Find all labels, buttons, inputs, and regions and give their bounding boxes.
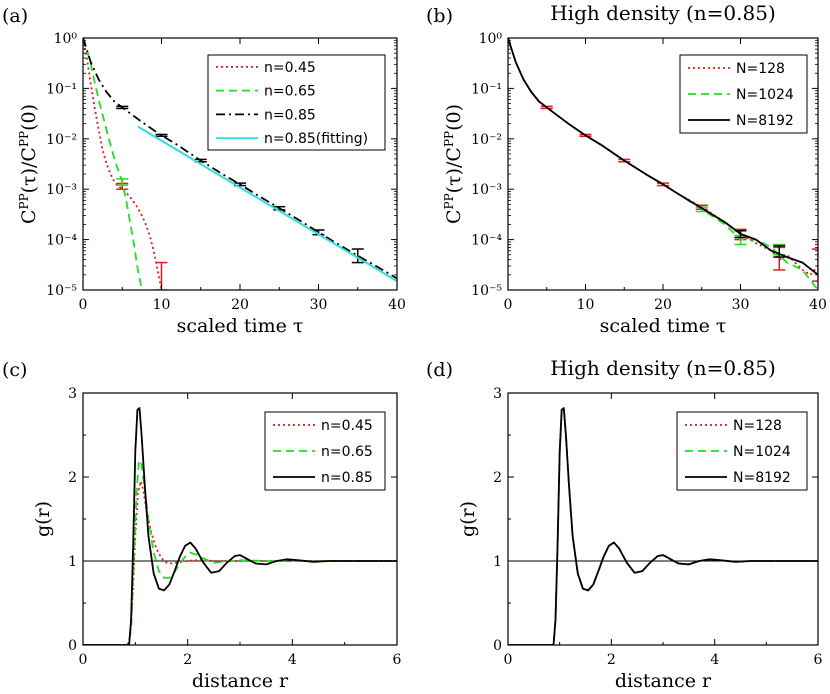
legend: n=0.45 n=0.65 n=0.85 [264,411,386,491]
x-tick-label: 30 [310,297,328,313]
panel-label: (a) [2,5,28,27]
y-tick-label: 10⁻³ [471,182,502,198]
legend-entry: n=0.85 [264,107,316,123]
legend-entry: n=0.45 [321,418,373,434]
legend: N=128 N=1024 N=8192 [676,411,808,491]
error-bar [773,245,786,258]
legend: N=128 N=1024 N=8192 [679,54,808,134]
series-group [508,407,818,645]
x-axis-label: scaled time τ [177,315,304,337]
y-axis-label: CPP(τ)/CPP(0) [17,104,40,224]
x-axis-label: distance r [615,670,712,692]
series-group [508,38,818,290]
error-bar [812,248,818,282]
series-group [83,407,397,645]
x-tick-label: 20 [654,297,672,313]
error-bar [351,248,364,264]
y-tick-label: 10⁻⁵ [46,283,77,299]
panel-label: (d) [426,359,453,381]
y-tick-label: 1 [68,554,77,570]
panel-b: (b) High density (n=0.85) 0 10 20 30 40 10⁻⁵ 10⁻… [426,1,827,337]
series-line-0 [83,38,163,290]
panel-label: (b) [426,5,453,27]
x-tick-label: 10 [577,297,595,313]
x-tick-label: 40 [809,297,827,313]
series-line-2 [508,407,818,645]
x-tick-label: 6 [393,652,402,668]
y-axis-label: CPP(τ)/CPP(0) [442,104,465,224]
y-tick-label: 10⁻⁵ [471,283,502,299]
series-line-0 [83,480,397,645]
legend-box [207,54,386,151]
legend-entry: N=8192 [733,470,791,486]
y-tick-label: 10⁻¹ [471,81,502,97]
legend-entry: N=8192 [736,113,794,129]
error-bar [734,229,747,239]
series-group [83,38,397,290]
series-line-2 [83,407,397,645]
x-tick-label: 10 [153,297,171,313]
x-tick-label: 20 [231,297,249,313]
y-tick-label: 2 [493,470,502,486]
x-tick-label: 4 [288,652,297,668]
legend: n=0.45 n=0.65 n=0.85 n=0.85(fitting) [207,54,386,151]
x-tick-label: 0 [504,652,513,668]
legend-entry: n=0.45 [264,60,316,76]
y-tick-label: 2 [68,470,77,486]
x-tick-label: 0 [504,297,513,313]
x-tick-label: 2 [183,652,192,668]
y-tick-label: 10⁻³ [46,182,77,198]
legend-entry: n=0.85(fitting) [264,131,368,147]
y-tick-label: 10⁻¹ [46,81,77,97]
error-bar [116,105,129,110]
panel-title: High density (n=0.85) [550,1,776,25]
y-tick-label: 3 [68,386,77,402]
y-tick-label: 10⁰ [479,31,503,47]
y-tick-label: 10⁻² [471,132,502,148]
x-tick-label: 30 [732,297,750,313]
error-bar [116,178,129,186]
y-tick-label: 0 [68,638,77,654]
x-tick-label: 0 [79,652,88,668]
y-axis-label: g(r) [32,501,54,537]
legend-entry: n=0.65 [264,84,316,100]
y-tick-label: 10⁻² [46,132,77,148]
y-tick-label: 10⁻⁴ [471,233,502,249]
panel-label: (c) [2,359,27,381]
legend-entry: N=1024 [736,87,794,103]
legend-entry: N=128 [736,61,785,77]
error-bar [155,133,168,138]
series-line-3 [137,125,397,282]
y-axis-label: g(r) [457,501,479,537]
legend-entry: N=128 [733,418,782,434]
x-tick-label: 6 [814,652,823,668]
x-axis-label: scaled time τ [600,315,727,337]
legend-entry: N=1024 [733,444,791,460]
y-tick-label: 3 [493,386,502,402]
legend-entry: n=0.85 [321,470,373,486]
y-tick-label: 10⁰ [54,31,78,47]
legend-entry: n=0.65 [321,444,373,460]
panel-title: High density (n=0.85) [550,356,776,380]
y-tick-label: 0 [493,638,502,654]
x-tick-label: 2 [607,652,616,668]
x-tick-label: 0 [79,297,88,313]
series-line-1 [83,38,143,290]
series-line-2 [508,38,818,276]
x-tick-label: 4 [710,652,719,668]
panel-d: (d) High density (n=0.85) 0 2 4 6 0 1 2 3 distance… [426,356,823,692]
y-tick-label: 10⁻⁴ [46,233,77,249]
y-tick-label: 1 [493,554,502,570]
series-line-1 [83,459,397,645]
x-axis-label: distance r [192,670,289,692]
x-tick-label: 40 [388,297,406,313]
panel-a: (a) 0 10 20 30 40 10⁻⁵ 10⁻⁴ 10⁻³ 10⁻² 10⁻¹ 10⁰ scale… [2,5,406,337]
